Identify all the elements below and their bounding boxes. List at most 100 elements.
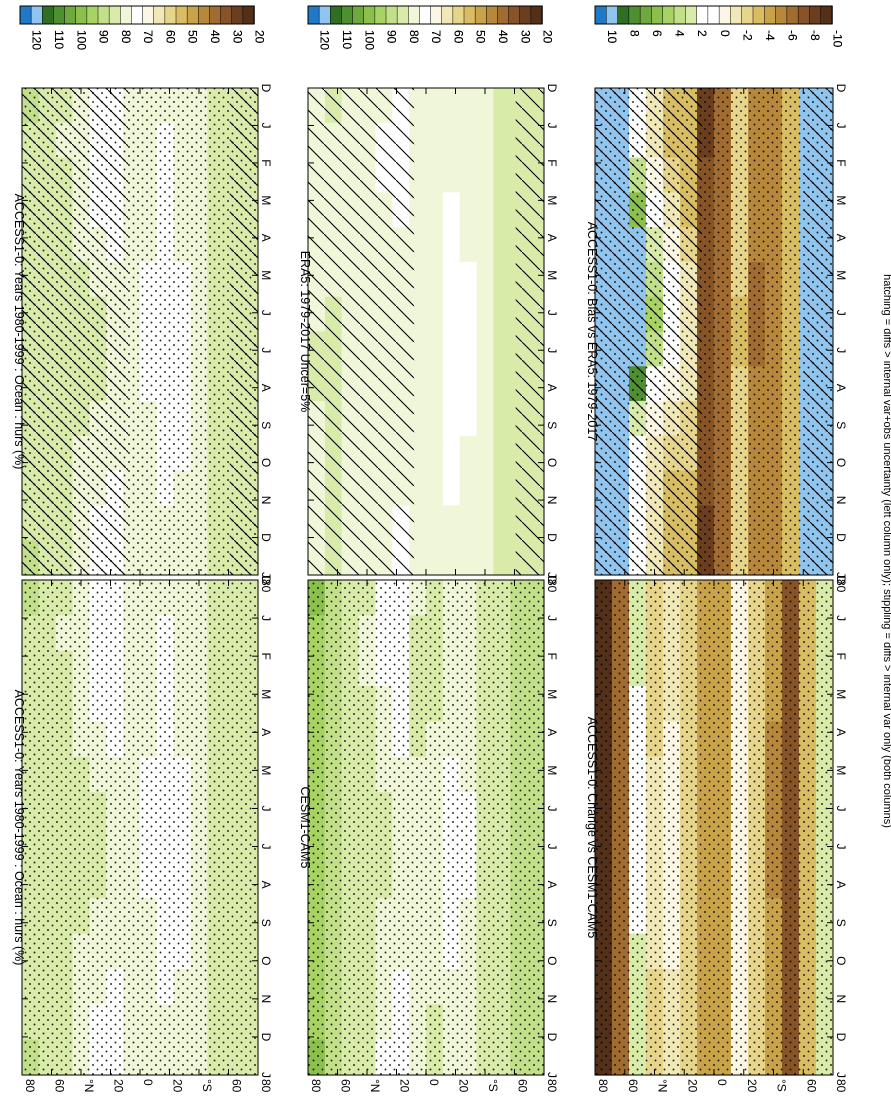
month-tick-label: O	[259, 956, 273, 965]
heatmap-cell	[459, 366, 478, 402]
colorbar-swatch	[231, 5, 244, 25]
month-tick-label: N	[259, 994, 273, 1003]
month-tick-label: J	[545, 1072, 559, 1078]
colorbar-swatch	[430, 5, 443, 25]
month-tick-label: A	[259, 384, 273, 392]
panel-p_bias: DJFMAMJJASONDJ8060°N20020°S6080ACCESS1-0…	[585, 5, 848, 593]
colorbar-tick-label: -2	[740, 30, 754, 41]
heatmap-cell	[442, 157, 461, 193]
month-tick-label: S	[259, 421, 273, 429]
colorbar-swatch	[53, 5, 66, 25]
month-tick-label: M	[259, 270, 273, 280]
colorbar-swatch	[153, 5, 166, 25]
heatmap-cell	[476, 88, 495, 124]
heatmap-cell	[476, 227, 495, 263]
heatmap-cell	[426, 505, 444, 541]
colorbar-swatch	[662, 5, 675, 25]
colorbar-swatch	[696, 5, 709, 25]
colorbar-swatch	[764, 5, 777, 25]
colorbar-tick-label: 90	[385, 30, 399, 44]
colorbar-swatch	[42, 5, 55, 25]
month-tick-label: O	[834, 956, 848, 965]
heatmap-cell	[426, 88, 444, 124]
colorbar-tick-label: 4	[673, 30, 687, 37]
colorbar-swatch	[707, 5, 720, 25]
month-tick-label: J	[545, 806, 559, 812]
lat-tick-label: 80	[834, 1079, 848, 1093]
colorbar-swatch	[363, 5, 376, 25]
colorbar: 10 8 6 4 2 0 -2 -4 -6 -8 -10	[594, 5, 845, 48]
lat-tick-label: °N	[82, 1079, 96, 1092]
colorbar-swatch	[175, 5, 188, 25]
month-tick-label: A	[259, 881, 273, 889]
colorbar-tick-label: 30	[230, 30, 244, 44]
colorbar-tick-label: 90	[97, 30, 111, 44]
panel-title: ACCESS1-0: Bias vs ERA5: 1979-2017	[585, 222, 599, 442]
colorbar-swatch	[374, 5, 387, 25]
month-tick-label: J	[545, 572, 559, 578]
colorbar-swatch	[651, 5, 664, 25]
colorbar-tick-label: 60	[451, 30, 465, 44]
month-tick-label: M	[259, 689, 273, 699]
colorbar-swatch	[385, 5, 398, 25]
month-tick-label: J	[259, 123, 273, 129]
heatmap-cell	[426, 331, 444, 367]
heatmap-cell	[493, 296, 511, 333]
month-tick-label: M	[545, 195, 559, 205]
heatmap-cell	[459, 227, 478, 263]
month-tick-label: M	[545, 765, 559, 775]
figure-footnote: hatching = diffs > internal var+obs unce…	[881, 274, 891, 828]
hatch-overlay	[229, 88, 258, 575]
colorbar-tick-label: 70	[429, 30, 443, 44]
heatmap-cell	[426, 401, 444, 437]
lat-tick-label: 80	[834, 579, 848, 593]
month-tick-label: J	[834, 615, 848, 621]
heatmap-cell	[493, 192, 511, 228]
month-tick-label: D	[259, 533, 273, 542]
month-tick-label: O	[259, 458, 273, 467]
colorbar-tick-label: 6	[650, 30, 664, 37]
colorbar-swatch	[628, 5, 641, 25]
month-tick-label: M	[834, 195, 848, 205]
colorbar-swatch	[75, 5, 88, 25]
month-tick-label: N	[834, 496, 848, 505]
colorbar-tick-label: 90	[385, 30, 399, 44]
colorbar-frame	[19, 5, 255, 25]
hatch-overlay	[595, 88, 703, 575]
month-tick-label: A	[545, 234, 559, 242]
heatmap-cell	[426, 192, 444, 228]
month-tick-label: J	[545, 615, 559, 621]
colorbar-swatch	[639, 5, 653, 25]
hatch-overlay	[804, 88, 833, 575]
colorbar-swatch	[209, 5, 222, 25]
colorbar-tick-label: -4	[763, 30, 777, 41]
heatmap-cell	[459, 88, 478, 124]
heatmap-cell	[459, 122, 478, 159]
colorbar-tick-label: 100	[362, 30, 376, 50]
month-tick-label: F	[834, 653, 848, 660]
month-tick-label: O	[545, 956, 559, 965]
month-tick-label: D	[259, 1033, 273, 1042]
heatmap-cell	[442, 331, 461, 367]
month-tick-label: A	[545, 881, 559, 889]
colorbar-tick-label: 120	[318, 30, 332, 50]
heatmap-cell	[459, 470, 478, 507]
colorbar-tick-label: 30	[518, 30, 532, 44]
colorbar-tick-label: 6	[650, 30, 664, 37]
month-tick-label: J	[259, 615, 273, 621]
colorbar-swatch	[341, 5, 354, 25]
colorbar-tick-label: 80	[407, 30, 421, 44]
heatmap-cell	[493, 331, 511, 367]
colorbar-tick-label: -8	[808, 30, 822, 41]
month-tick-label: O	[834, 458, 848, 467]
heatmap-cell	[493, 227, 511, 263]
colorbar-swatch	[530, 5, 543, 25]
heatmap-cell	[442, 366, 461, 402]
lat-tick-label: °N	[656, 1079, 670, 1092]
hatch-overlay	[308, 88, 415, 575]
colorbar-tick-label: 40	[208, 30, 222, 44]
colorbar-swatch	[752, 5, 765, 25]
